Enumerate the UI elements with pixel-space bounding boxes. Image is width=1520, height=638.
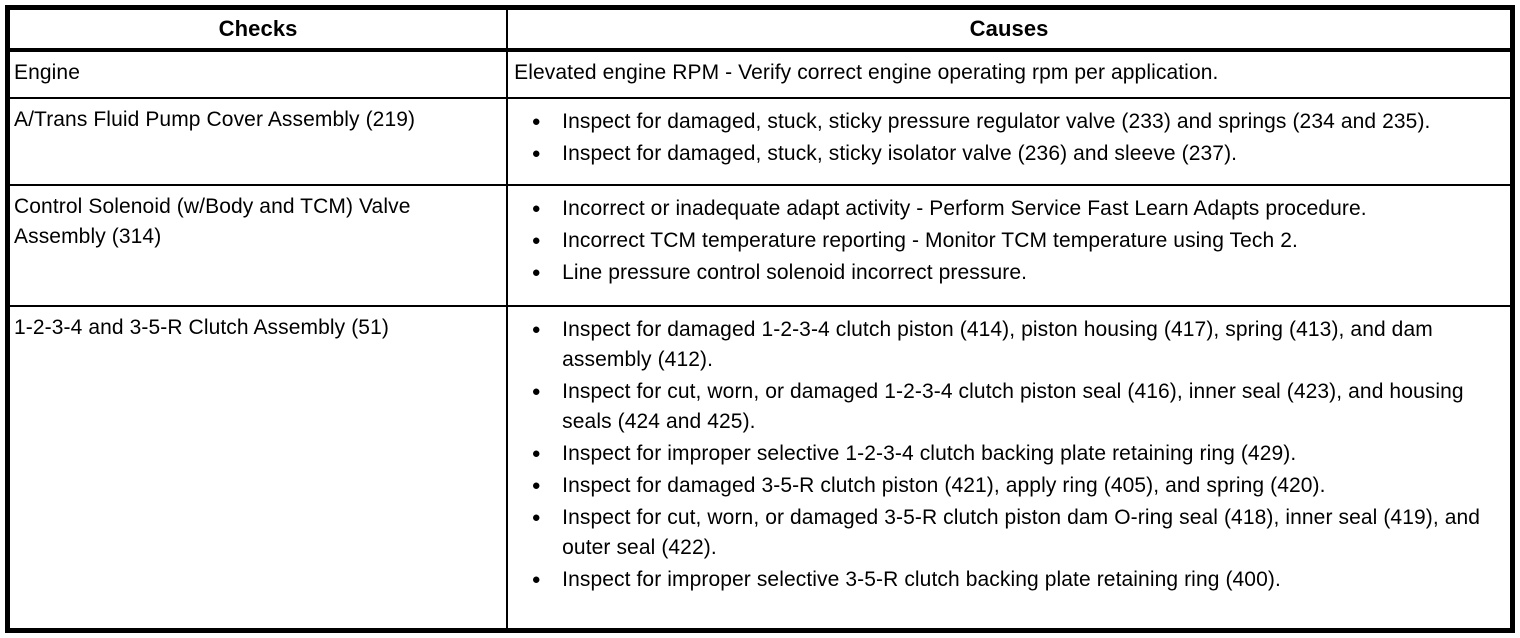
bullet-icon: ● <box>531 477 541 495</box>
table-row: Control Solenoid (w/Body and TCM) Valve … <box>6 183 1514 308</box>
bullet-icon: ● <box>531 199 541 217</box>
causes-column-header: Causes <box>506 6 1514 52</box>
check-cell: Control Solenoid (w/Body and TCM) Valve … <box>6 183 509 308</box>
cause-text: Elevated engine RPM - Verify correct eng… <box>514 60 1219 84</box>
table-row: 1-2-3-4 and 3-5-R Clutch Assembly (51) ● I… <box>6 305 1514 632</box>
bullet-icon: ● <box>531 113 541 131</box>
cause-item: ● Inspect for improper selective 3-5-R cl… <box>514 565 1496 595</box>
cause-text: Inspect for improper selective 1-2-3-4 c… <box>562 442 1297 466</box>
cause-item: ● Line pressure control solenoid incorrec… <box>514 258 1496 288</box>
bullet-icon: ● <box>531 383 541 401</box>
cause-text: Inspect for cut, worn, or damaged 1-2-3-… <box>562 380 1464 434</box>
bullet-icon: ● <box>531 231 541 249</box>
table-row: A/Trans Fluid Pump Cover Assembly (219) ●… <box>6 97 1514 186</box>
cause-item: ● Inspect for improper selective 1-2-3-4 … <box>514 439 1496 469</box>
cause-text: Inspect for damaged, stuck, sticky press… <box>562 110 1431 134</box>
checks-column-header: Checks <box>6 6 509 52</box>
cause-text: Inspect for cut, worn, or damaged 3-5-R … <box>562 506 1481 560</box>
checks-causes-table: Checks Causes Engine Elevated engine RPM … <box>5 5 1515 633</box>
causes-cell: ● Incorrect or inadequate adapt activity … <box>506 183 1514 308</box>
cause-item: ● Inspect for cut, worn, or damaged 3-5-R… <box>514 503 1496 563</box>
bullet-icon: ● <box>531 509 541 527</box>
bullet-icon: ● <box>531 263 541 281</box>
cause-item: ● Incorrect TCM temperature reporting - M… <box>514 226 1496 256</box>
cause-item: ● Inspect for damaged 3-5-R clutch piston… <box>514 471 1496 501</box>
cause-item: ● Inspect for damaged, stuck, sticky isol… <box>514 139 1496 169</box>
cause-item: ● Inspect for damaged 1-2-3-4 clutch pist… <box>514 315 1496 375</box>
table-header: Checks Causes <box>6 6 1514 52</box>
table-body: Engine Elevated engine RPM - Verify corre… <box>6 48 1514 632</box>
cause-text: Incorrect or inadequate adapt activity -… <box>562 196 1367 220</box>
check-cell: Engine <box>6 48 509 100</box>
bullet-icon: ● <box>531 145 541 163</box>
cause-text: Incorrect TCM temperature reporting - Mo… <box>562 228 1298 252</box>
causes-cell: Elevated engine RPM - Verify correct eng… <box>506 48 1514 100</box>
cause-text: Line pressure control solenoid incorrect… <box>562 260 1028 284</box>
table-row: Engine Elevated engine RPM - Verify corre… <box>6 48 1514 100</box>
check-cell: 1-2-3-4 and 3-5-R Clutch Assembly (51) <box>6 305 509 632</box>
cause-text: Inspect for damaged 1-2-3-4 clutch pisto… <box>562 318 1433 372</box>
causes-cell: ● Inspect for damaged 1-2-3-4 clutch pist… <box>506 305 1514 632</box>
cause-text: Inspect for damaged, stuck, sticky isola… <box>562 142 1238 166</box>
cause-item: ● Inspect for damaged, stuck, sticky pres… <box>514 107 1496 137</box>
bullet-icon: ● <box>531 445 541 463</box>
cause-item: ● Incorrect or inadequate adapt activity … <box>514 194 1496 224</box>
bullet-icon: ● <box>531 571 541 589</box>
bullet-icon: ● <box>531 321 541 339</box>
check-cell: A/Trans Fluid Pump Cover Assembly (219) <box>6 97 509 186</box>
cause-item: ● Inspect for cut, worn, or damaged 1-2-3… <box>514 377 1496 437</box>
cause-text: Inspect for damaged 3-5-R clutch piston … <box>562 474 1326 498</box>
causes-cell: ● Inspect for damaged, stuck, sticky pres… <box>506 97 1514 186</box>
cause-text: Inspect for improper selective 3-5-R clu… <box>562 568 1281 592</box>
header-row: Checks Causes <box>6 6 1514 52</box>
